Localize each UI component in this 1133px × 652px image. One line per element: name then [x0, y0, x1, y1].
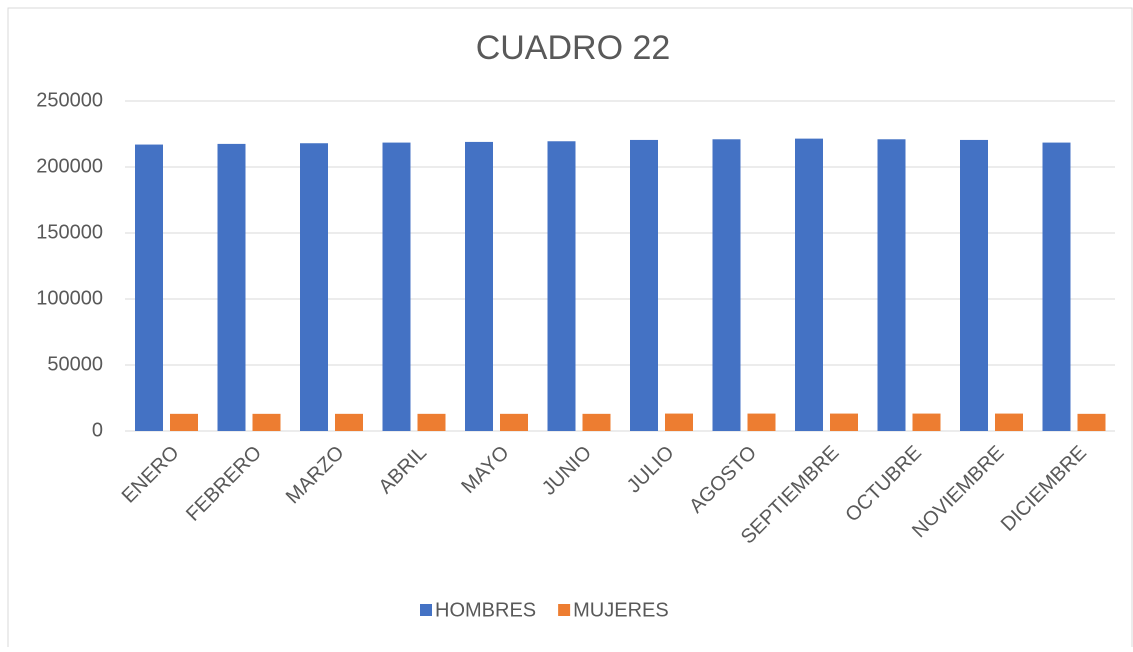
legend-label: MUJERES [573, 599, 669, 621]
bar [170, 413, 198, 431]
bar [547, 141, 576, 431]
bar [300, 143, 328, 432]
bar [135, 144, 163, 431]
bar [382, 142, 411, 431]
bar [830, 413, 858, 431]
bar [1077, 413, 1106, 431]
bar [630, 139, 658, 431]
bar [877, 139, 906, 431]
y-tick-label: 100000 [36, 287, 103, 309]
bar [217, 143, 246, 431]
chart-title: CUADRO 22 [476, 29, 671, 67]
y-tick-label: 250000 [36, 89, 103, 111]
y-tick-label: 200000 [36, 155, 103, 177]
bar [960, 139, 988, 431]
y-tick-label: 0 [92, 419, 103, 441]
bar [500, 413, 528, 431]
bar [252, 413, 281, 431]
bar [712, 139, 741, 431]
bar [795, 138, 823, 431]
legend-label: HOMBRES [435, 599, 536, 621]
legend-swatch [558, 604, 571, 616]
bar [582, 413, 611, 431]
bar [465, 141, 493, 432]
bar [417, 413, 446, 431]
bar [665, 413, 693, 431]
bar [335, 413, 363, 431]
bar [912, 413, 941, 431]
y-tick-label: 50000 [47, 353, 103, 375]
legend-swatch [420, 604, 432, 616]
y-tick-label: 150000 [36, 221, 103, 243]
bar [747, 413, 776, 431]
bar [995, 413, 1023, 431]
bar [1042, 142, 1071, 431]
